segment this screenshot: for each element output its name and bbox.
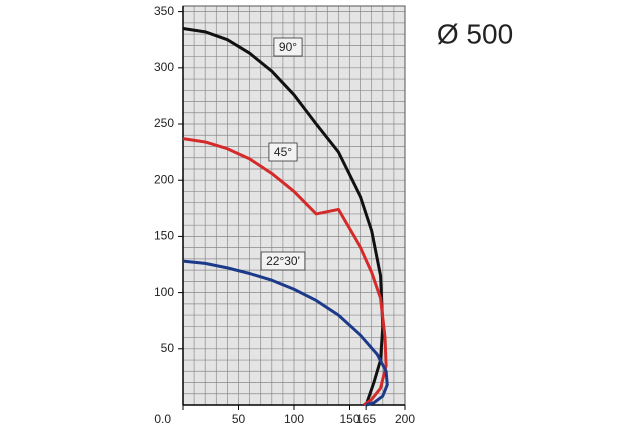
- series-line: [182, 259, 389, 407]
- y-tick-label: 100: [154, 285, 174, 299]
- series-line: [182, 26, 385, 406]
- y-tick-label: 250: [154, 116, 174, 130]
- y-tick-label: 200: [154, 172, 174, 186]
- series-label: 45°: [274, 145, 292, 159]
- y-tick-label: 300: [154, 60, 174, 74]
- series-line: [182, 137, 388, 407]
- x-tick-label: 50: [232, 412, 246, 426]
- series-label-box: [273, 37, 303, 57]
- x-tick-label: 0.0: [154, 412, 171, 426]
- series-label: 22°30': [266, 254, 300, 268]
- x-tick-label: 165: [356, 412, 376, 426]
- y-tick-label: 350: [154, 4, 174, 18]
- x-tick-label: 150: [339, 412, 359, 426]
- series-label-box: [268, 142, 298, 162]
- x-tick-label: 100: [284, 412, 304, 426]
- y-tick-label: 50: [161, 341, 175, 355]
- x-tick-label: 200: [395, 412, 415, 426]
- series-label: 90°: [279, 40, 297, 54]
- chart-title: Ø 500: [437, 18, 513, 49]
- series-label-box: [260, 251, 306, 271]
- y-tick-label: 150: [154, 229, 174, 243]
